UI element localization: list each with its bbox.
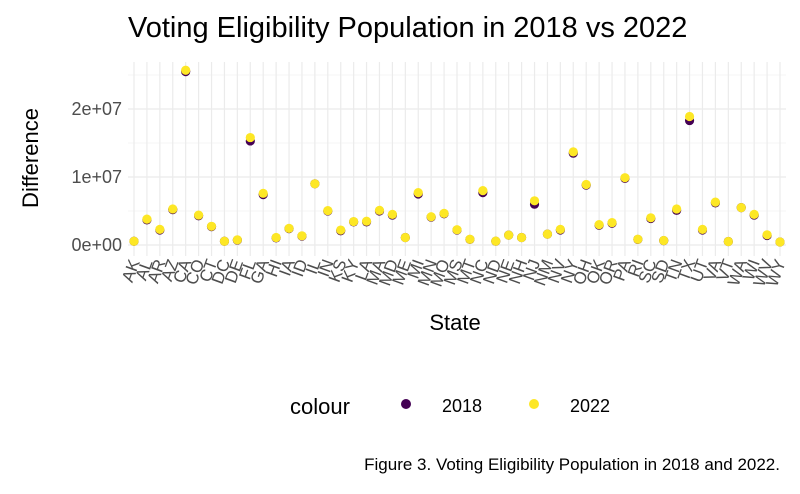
- point-2022-VT: [723, 236, 733, 247]
- point-2022-HI: [271, 232, 281, 243]
- point-2022-WY: [775, 237, 785, 247]
- point-2022-AZ: [168, 204, 178, 214]
- point-2022-OH: [581, 179, 591, 190]
- legend-marker-2022: [529, 399, 539, 409]
- chart-title: Voting Eligibility Population in 2018 vs…: [128, 12, 688, 44]
- point-2022-OR: [607, 217, 617, 228]
- point-2022-NM: [542, 229, 553, 239]
- point-2022-MT: [465, 234, 475, 244]
- point-2022-WV: [762, 230, 772, 240]
- point-2022-WA: [736, 203, 746, 213]
- point-2022-IA: [284, 223, 294, 233]
- data-points: [129, 65, 785, 247]
- point-2022-AL: [142, 214, 152, 224]
- point-2022-KY: [349, 216, 359, 227]
- x-tick-label: IN: [314, 257, 338, 279]
- point-2022-LA: [361, 216, 372, 226]
- point-2022-MI: [413, 188, 423, 198]
- legend-marker-2018: [401, 399, 411, 409]
- point-2022-ND: [491, 236, 501, 246]
- point-2022-CT: [206, 221, 217, 231]
- legend-label-2018: 2018: [442, 396, 482, 416]
- point-2022-MD: [387, 209, 397, 219]
- x-tick-label: IL: [302, 257, 325, 277]
- point-2022-KS: [336, 225, 346, 235]
- x-tick-labels: AKALARAZCACOCTDCDEFLGAHIIAIDILINKSKYLAMA…: [118, 256, 790, 289]
- point-2022-SC: [646, 213, 656, 223]
- point-2022-MS: [452, 225, 462, 235]
- point-2022-VA: [710, 197, 721, 207]
- point-2022-NJ: [529, 196, 540, 206]
- point-2022-NV: [555, 224, 565, 234]
- point-2022-IN: [323, 206, 333, 216]
- x-tick-label: HI: [262, 257, 286, 279]
- point-2022-OK: [594, 220, 604, 230]
- point-2022-MN: [426, 212, 436, 222]
- point-2022-RI: [633, 234, 643, 244]
- point-2022-TN: [672, 204, 682, 214]
- point-2022-MA: [374, 205, 385, 215]
- point-2022-IL: [310, 179, 320, 189]
- point-2022-SD: [659, 235, 669, 246]
- legend-label-2022: 2022: [570, 396, 610, 416]
- point-2022-WI: [749, 209, 759, 219]
- point-2022-AR: [155, 224, 165, 234]
- point-2022-DE: [232, 235, 242, 245]
- point-2022-FL: [245, 132, 255, 143]
- point-2022-NE: [504, 230, 514, 240]
- point-2022-NY: [568, 147, 578, 157]
- legend: colour 2018 2022: [290, 394, 610, 419]
- point-2022-CO: [194, 210, 204, 220]
- y-tick-label: 0e+00: [71, 235, 122, 255]
- point-2022-GA: [258, 188, 268, 198]
- point-2022-DC: [219, 236, 230, 246]
- point-2022-TX: [684, 111, 695, 122]
- point-2022-MO: [439, 208, 449, 218]
- point-2022-UT: [697, 224, 708, 234]
- y-tick-label: 1e+07: [71, 167, 122, 187]
- point-2022-NH: [517, 232, 527, 243]
- figure-caption: Figure 3. Voting Eligibility Population …: [364, 455, 780, 474]
- y-tick-labels: 0e+00 1e+07 2e+07: [71, 99, 122, 255]
- point-2022-ME: [400, 232, 410, 243]
- point-2022-NC: [478, 186, 488, 196]
- legend-title: colour: [290, 394, 350, 419]
- y-axis-title: Difference: [18, 108, 43, 208]
- x-axis-title: State: [429, 310, 480, 335]
- x-tick-label: RI: [624, 257, 648, 279]
- x-tick-label: IA: [275, 256, 299, 278]
- point-2022-AK: [129, 236, 139, 246]
- y-tick-label: 2e+07: [71, 99, 122, 119]
- point-2022-PA: [620, 173, 630, 183]
- x-tick-label: ID: [288, 257, 312, 279]
- point-2022-ID: [297, 231, 307, 241]
- point-2022-CA: [181, 65, 191, 75]
